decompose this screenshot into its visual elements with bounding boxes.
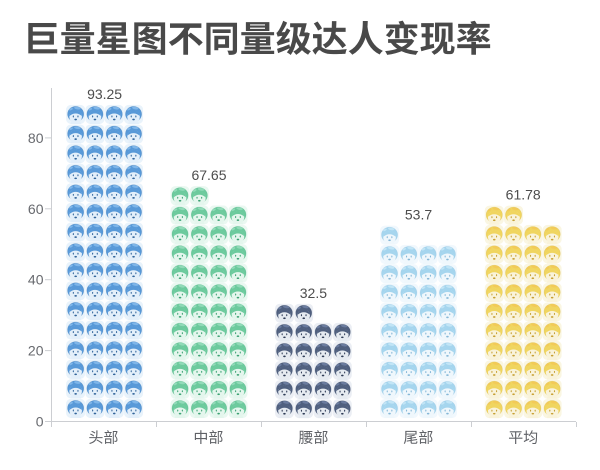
svg-text:60: 60 bbox=[28, 201, 44, 217]
svg-text:0: 0 bbox=[36, 414, 44, 430]
svg-text:20: 20 bbox=[28, 343, 44, 359]
svg-text:40: 40 bbox=[28, 272, 44, 288]
svg-text:67.65: 67.65 bbox=[191, 167, 226, 183]
svg-text:93.25: 93.25 bbox=[87, 86, 122, 102]
svg-text:61.78: 61.78 bbox=[506, 187, 541, 203]
svg-text:53.7: 53.7 bbox=[405, 207, 432, 223]
svg-text:80: 80 bbox=[28, 130, 44, 146]
svg-text:32.5: 32.5 bbox=[300, 285, 327, 301]
